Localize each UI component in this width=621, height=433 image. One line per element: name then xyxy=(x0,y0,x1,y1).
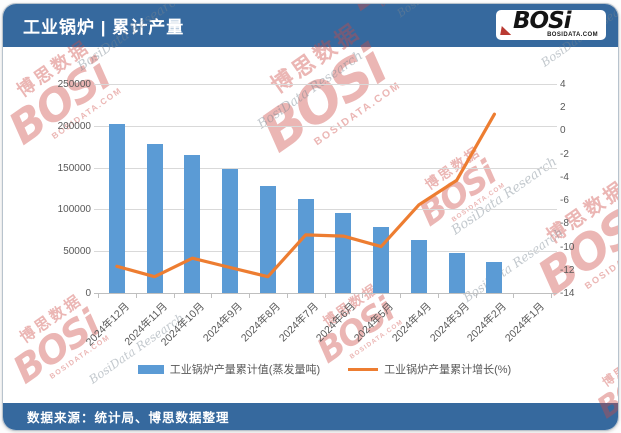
page-title: 工业锅炉 | 累计产量 xyxy=(23,18,185,37)
y-axis-left-label: 0 xyxy=(85,288,91,299)
y-axis-right-label: 4 xyxy=(560,79,566,90)
gridline xyxy=(94,209,557,211)
legend-item-line: 工业锅炉产量累计增长(%) xyxy=(348,361,511,377)
legend-line-label: 工业锅炉产量累计增长(%) xyxy=(384,364,512,376)
gridline xyxy=(94,251,557,253)
data-source-text: 数据来源：统计局、博思数据整理 xyxy=(27,411,230,425)
x-axis-tick xyxy=(362,294,364,298)
x-axis-tick xyxy=(286,294,288,298)
bar-2024年6月 xyxy=(335,212,352,293)
gridline xyxy=(94,125,557,127)
x-axis-tick xyxy=(324,294,326,298)
legend-bar-label: 工业锅炉产量累计值(蒸发量吨) xyxy=(169,364,321,376)
y-axis-left-label: 200000 xyxy=(57,120,91,132)
bar-2024年12月 xyxy=(108,124,125,293)
y-axis-left-label: 250000 xyxy=(57,79,91,90)
x-axis-tick xyxy=(98,294,99,298)
gridline xyxy=(94,167,557,169)
y-axis-right-label: -14 xyxy=(560,288,575,299)
bar-2024年11月 xyxy=(146,144,163,293)
x-axis-tick xyxy=(249,294,250,298)
y-axis-left-label: 50000 xyxy=(63,246,91,258)
bar-2024年9月 xyxy=(222,169,239,293)
y-axis-right-label: 2 xyxy=(560,102,566,114)
y-axis-left-label: 100000 xyxy=(57,204,91,216)
bosi-logo: BOSi BOSIDATA.COM xyxy=(496,8,606,40)
legend: 工业锅炉产量累计值(蒸发量吨) 工业锅炉产量累计增长(%) xyxy=(98,361,551,377)
y-axis-right-label: -10 xyxy=(560,241,575,253)
bar-2024年8月 xyxy=(259,185,276,293)
bar-2024年3月 xyxy=(448,252,465,293)
legend-bar-swatch-icon xyxy=(137,364,164,374)
x-axis-line xyxy=(94,293,557,294)
x-axis-tick xyxy=(437,294,439,298)
y-axis-right-label: -12 xyxy=(560,264,575,276)
x-axis-tick xyxy=(551,294,552,298)
x-axis-tick xyxy=(400,294,401,298)
x-axis-tick xyxy=(135,294,137,298)
bar-2024年4月 xyxy=(410,240,427,293)
x-axis-tick xyxy=(513,294,515,298)
legend-line-swatch-icon xyxy=(348,367,379,371)
y-axis-left-label: 150000 xyxy=(57,162,91,174)
legend-item-bar: 工业锅炉产量累计值(蒸发量吨) xyxy=(137,361,321,377)
logo-accent-icon xyxy=(500,26,513,35)
y-axis-right-label: -8 xyxy=(560,218,569,230)
x-axis-tick xyxy=(173,294,175,298)
logo-domain-text: BOSIDATA.COM xyxy=(547,32,598,38)
chart-card: 工业锅炉 | 累计产量 BOSi BOSIDATA.COM 博思数据 BOSi BO… xyxy=(2,3,619,431)
x-axis-tick xyxy=(475,294,477,298)
chart-area: 250000 200000 150000 100000 50000 0 4 2 0 -2 -4 -6 -… xyxy=(3,4,618,430)
footer-bar: 数据来源：统计局、博思数据整理 xyxy=(3,403,618,430)
y-axis-right-label: 0 xyxy=(560,125,566,137)
y-axis-right-label: -4 xyxy=(560,171,569,183)
x-axis-label: 2024年12月 xyxy=(83,300,132,349)
growth-line xyxy=(115,112,496,279)
y-axis-right-label: -2 xyxy=(560,148,569,160)
bar-2024年2月 xyxy=(486,262,503,293)
y-axis-right-label: -6 xyxy=(560,195,569,207)
bar-2024年7月 xyxy=(297,198,314,293)
gridline xyxy=(94,84,557,85)
x-axis-tick xyxy=(211,294,213,298)
logo-brand-text: BOSi xyxy=(513,8,572,34)
